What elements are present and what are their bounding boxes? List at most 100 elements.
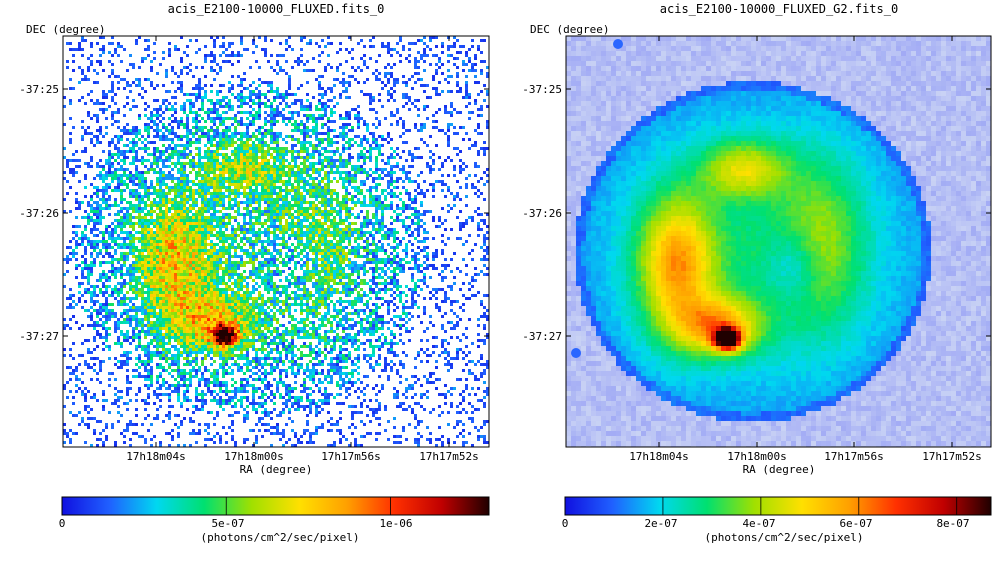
image-pixel <box>108 207 111 210</box>
image-pixel <box>207 156 210 159</box>
image-pixel <box>363 225 366 228</box>
image-pixel <box>147 198 150 201</box>
image-pixel <box>72 54 75 57</box>
image-pixel <box>219 210 222 213</box>
image-pixel <box>417 252 420 255</box>
image-pixel <box>165 90 168 93</box>
image-pixel <box>123 219 126 222</box>
image-pixel <box>159 171 162 174</box>
image-pixel <box>105 183 108 186</box>
image-pixel <box>450 159 453 162</box>
image-pixel <box>159 150 162 153</box>
image-pixel <box>369 192 372 195</box>
image-pixel <box>369 201 372 204</box>
image-pixel <box>297 210 300 213</box>
image-pixel <box>159 225 162 228</box>
image-pixel <box>63 171 66 174</box>
image-pixel <box>84 195 87 198</box>
image-pixel <box>477 207 480 210</box>
image-pixel <box>435 180 438 183</box>
image-pixel <box>372 201 375 204</box>
image-pixel <box>147 192 150 195</box>
image-pixel <box>351 57 354 60</box>
image-pixel <box>201 117 204 120</box>
image-pixel <box>264 198 267 201</box>
image-pixel <box>264 165 267 168</box>
image-pixel <box>129 189 132 192</box>
image-pixel <box>264 201 267 204</box>
image-pixel <box>417 99 420 102</box>
image-pixel <box>147 210 150 213</box>
image-pixel <box>135 144 138 147</box>
image-pixel <box>363 162 366 165</box>
image-pixel <box>183 222 186 225</box>
image-pixel <box>441 234 444 237</box>
image-pixel <box>237 105 240 108</box>
image-pixel <box>438 81 441 84</box>
image-pixel <box>405 246 408 249</box>
image-pixel <box>222 183 225 186</box>
image-pixel <box>309 39 312 42</box>
image-pixel <box>375 138 378 141</box>
image-pixel <box>180 216 183 219</box>
image-pixel <box>369 168 372 171</box>
image-pixel <box>159 255 162 258</box>
image-pixel <box>354 189 357 192</box>
image-pixel <box>102 261 105 264</box>
image-pixel <box>240 117 243 120</box>
image-pixel <box>99 189 102 192</box>
image-pixel <box>396 252 399 255</box>
image-pixel <box>228 249 231 252</box>
image-pixel <box>156 117 159 120</box>
image-pixel <box>429 135 432 138</box>
image-pixel <box>102 237 105 240</box>
image-pixel <box>273 192 276 195</box>
image-pixel <box>285 42 288 45</box>
image-pixel <box>150 207 153 210</box>
image-pixel <box>348 261 351 264</box>
image-pixel <box>270 216 273 219</box>
image-pixel <box>318 225 321 228</box>
image-pixel <box>303 138 306 141</box>
image-pixel <box>330 180 333 183</box>
image-pixel <box>318 84 321 87</box>
image-pixel <box>216 90 219 93</box>
image-pixel <box>213 192 216 195</box>
image-pixel <box>213 177 216 180</box>
image-pixel <box>246 231 249 234</box>
image-pixel <box>225 105 228 108</box>
image-pixel <box>219 180 222 183</box>
image-pixel <box>315 117 318 120</box>
image-pixel <box>297 207 300 210</box>
image-pixel <box>264 141 267 144</box>
image-pixel <box>258 231 261 234</box>
image-pixel <box>270 189 273 192</box>
image-pixel <box>303 135 306 138</box>
image-pixel <box>153 99 156 102</box>
image-pixel <box>375 252 378 255</box>
image-pixel <box>273 234 276 237</box>
image-pixel <box>357 192 360 195</box>
image-pixel <box>459 168 462 171</box>
image-pixel <box>144 189 147 192</box>
image-pixel <box>345 234 348 237</box>
image-pixel <box>66 66 69 69</box>
image-pixel <box>375 258 378 261</box>
image-pixel <box>231 207 234 210</box>
image-pixel <box>171 186 174 189</box>
image-pixel <box>270 168 273 171</box>
image-pixel <box>261 198 264 201</box>
image-pixel <box>357 213 360 216</box>
image-pixel <box>231 135 234 138</box>
image-pixel <box>486 66 489 69</box>
image-pixel <box>294 204 297 207</box>
image-pixel <box>285 159 288 162</box>
image-pixel <box>477 150 480 153</box>
image-pixel <box>429 210 432 213</box>
image-pixel <box>252 192 255 195</box>
image-pixel <box>120 153 123 156</box>
image-pixel <box>327 120 330 123</box>
image-pixel <box>162 234 165 237</box>
image-pixel <box>180 60 183 63</box>
image-pixel <box>381 45 384 48</box>
